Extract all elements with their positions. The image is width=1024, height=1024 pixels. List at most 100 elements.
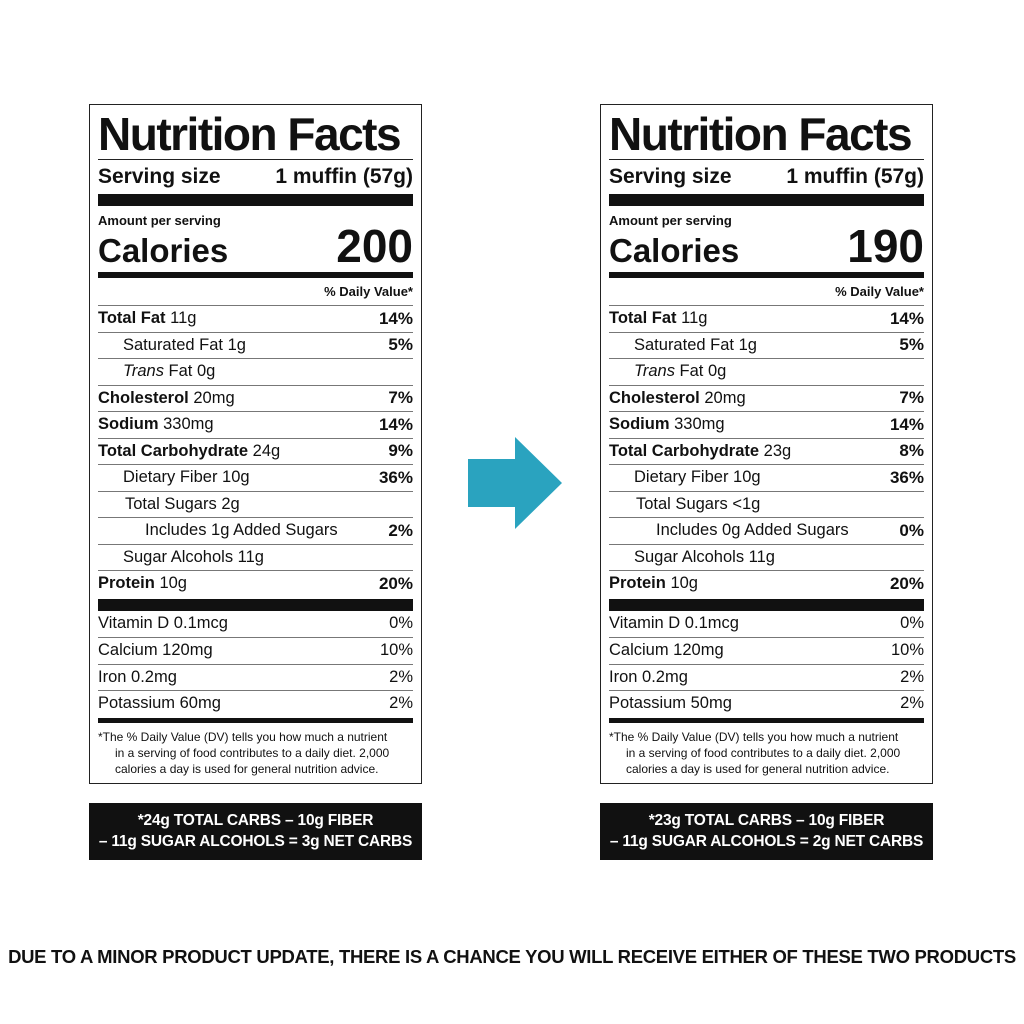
nutrient-name: Cholesterol: [98, 388, 189, 407]
vitamin-name: Iron 0.2mg: [98, 667, 177, 686]
nutrient-amount: 0g: [707, 362, 727, 381]
nutrient-pct: 14%: [889, 308, 924, 328]
vitamin-pct: 2%: [389, 694, 413, 713]
vitamin-row: Vitamin D 0.1mcg 0%: [609, 611, 924, 638]
daily-value-header: % Daily Value*: [835, 284, 924, 299]
nutrient-pct: 7%: [899, 388, 924, 408]
nutrient-name: Includes 0g Added Sugars: [656, 521, 849, 540]
nutrient-amount: 20mg: [193, 388, 235, 407]
nutrient-row-trans-fat: Trans Fat 0g: [609, 358, 924, 385]
nutrient-row-protein: Protein 10g 20%: [609, 570, 924, 597]
nutrient-pct: 5%: [899, 335, 924, 355]
vitamins-section: Vitamin D 0.1mcg 0% Calcium 120mg 10% Ir…: [609, 611, 924, 717]
nutrient-name: Cholesterol: [609, 388, 700, 407]
nutrient-name: Total Fat: [609, 309, 677, 328]
arrow-right-icon: [468, 437, 562, 529]
divider-medium: [609, 272, 924, 278]
nutrient-pct: 7%: [388, 388, 413, 408]
nutrient-row-sodium: Sodium 330mg 14%: [98, 411, 413, 438]
daily-value-footnote: *The % Daily Value (DV) tells you how mu…: [609, 729, 924, 777]
vitamin-name: Iron 0.2mg: [609, 667, 688, 686]
nutrient-row-cholesterol: Cholesterol 20mg 7%: [609, 384, 924, 412]
nutrient-amount: 10g: [222, 468, 250, 487]
footnote-line: calories a day is used for general nutri…: [115, 761, 379, 776]
nutrient-name: Total Carbohydrate: [609, 441, 760, 460]
vitamin-row: Vitamin D 0.1mcg 0%: [98, 611, 413, 638]
vitamin-name: Calcium 120mg: [98, 641, 213, 660]
nutrient-name: Saturated Fat: [634, 335, 734, 354]
nutrient-row-total-sugars: Total Sugars <1g: [609, 490, 924, 518]
calories-value: 190: [847, 220, 924, 272]
vitamin-name: Vitamin D 0.1mcg: [98, 614, 228, 633]
calories-value: 200: [336, 220, 413, 272]
nutrient-row-added-sugars: Includes 1g Added Sugars 2%: [98, 517, 413, 544]
footnote-line: in a serving of food contributes to a da…: [626, 745, 901, 760]
nutrient-name: Includes 1g Added Sugars: [145, 521, 338, 540]
label-title: Nutrition Facts: [609, 108, 913, 160]
footnote-line: calories a day is used for general nutri…: [626, 761, 890, 776]
calories-label: Calories: [98, 232, 229, 269]
nutrient-amount: 23g: [763, 441, 792, 460]
nutrient-name: Fat: [168, 362, 193, 381]
nutrient-amount: 1g: [738, 335, 757, 354]
nutrient-row-dietary-fiber: Dietary Fiber 10g 36%: [98, 464, 413, 491]
nutrition-label-original: Nutrition Facts Serving size 1 muffin (5…: [89, 104, 422, 784]
nutrient-amount: 10g: [733, 468, 761, 487]
vitamin-pct: 10%: [379, 641, 413, 660]
nutrient-name-italic: Trans: [634, 362, 675, 381]
nutrient-row-protein: Protein 10g 20%: [98, 570, 413, 597]
nutrient-amount: 24g: [252, 441, 281, 460]
vitamin-pct: 2%: [900, 667, 924, 686]
net-carbs-line: *23g TOTAL CARBS – 10g FIBER: [648, 812, 885, 829]
nutrient-row-total-carbohydrate: Total Carbohydrate 24g 9%: [98, 437, 413, 465]
vitamin-row: Iron 0.2mg 2%: [609, 663, 924, 691]
vitamin-row: Potassium 60mg 2%: [98, 690, 413, 717]
nutrient-amount: 11g: [681, 309, 708, 328]
divider-medium: [98, 272, 413, 278]
net-carbs-line: – 11g SUGAR ALCOHOLS = 3g NET CARBS: [98, 833, 413, 850]
nutrient-name: Total Sugars: [636, 494, 728, 513]
nutrient-amount: 10g: [670, 574, 698, 593]
divider-thick: [98, 194, 413, 206]
calories-row: Calories 190: [609, 223, 924, 269]
nutrient-pct: 20%: [378, 573, 413, 593]
net-carbs-line: *24g TOTAL CARBS – 10g FIBER: [137, 812, 374, 829]
nutrient-name: Total Carbohydrate: [98, 441, 249, 460]
nutrient-row-sugar-alcohols: Sugar Alcohols 11g: [98, 543, 413, 571]
serving-size-label: Serving size: [609, 165, 732, 188]
nutrient-row-total-sugars: Total Sugars 2g: [98, 490, 413, 518]
nutrient-amount: <1g: [732, 494, 761, 513]
vitamin-name: Vitamin D 0.1mcg: [609, 614, 739, 633]
daily-value-footnote: *The % Daily Value (DV) tells you how mu…: [98, 729, 413, 777]
serving-size-row: Serving size 1 muffin (57g): [609, 159, 924, 192]
vitamin-name: Potassium 60mg: [98, 694, 221, 713]
net-carbs-line: – 11g SUGAR ALCOHOLS = 2g NET CARBS: [609, 833, 924, 850]
divider-medium: [609, 717, 924, 723]
vitamin-name: Potassium 50mg: [609, 694, 732, 713]
nutrient-row-saturated-fat: Saturated Fat 1g 5%: [609, 331, 924, 359]
nutrient-row-added-sugars: Includes 0g Added Sugars 0%: [609, 517, 924, 544]
nutrient-row-dietary-fiber: Dietary Fiber 10g 36%: [609, 464, 924, 491]
footnote-line: *The % Daily Value (DV) tells you how mu…: [609, 729, 899, 744]
nutrient-name: Dietary Fiber: [123, 468, 218, 487]
vitamin-row: Calcium 120mg 10%: [98, 637, 413, 664]
nutrient-row-total-carbohydrate: Total Carbohydrate 23g 8%: [609, 437, 924, 465]
serving-size-value: 1 muffin (57g): [786, 165, 924, 188]
nutrient-row-trans-fat: Trans Fat 0g: [98, 358, 413, 385]
nutrient-amount: 11g: [748, 547, 775, 566]
vitamin-pct: 0%: [900, 614, 924, 633]
nutrient-row-sodium: Sodium 330mg 14%: [609, 411, 924, 438]
nutrition-label-updated: Nutrition Facts Serving size 1 muffin (5…: [600, 104, 933, 784]
nutrient-name: Sodium: [609, 415, 670, 434]
divider-thick: [609, 194, 924, 206]
label-title: Nutrition Facts: [98, 108, 402, 160]
nutrient-amount: 330mg: [674, 415, 725, 434]
amount-per-serving: Amount per serving: [98, 213, 221, 228]
nutrient-name: Sugar Alcohols: [123, 547, 234, 566]
vitamin-row: Potassium 50mg 2%: [609, 690, 924, 717]
divider-medium: [98, 717, 413, 723]
nutrient-pct: 20%: [889, 573, 924, 593]
vitamin-row: Iron 0.2mg 2%: [98, 663, 413, 691]
nutrient-name: Sugar Alcohols: [634, 547, 745, 566]
amount-per-serving: Amount per serving: [609, 213, 732, 228]
